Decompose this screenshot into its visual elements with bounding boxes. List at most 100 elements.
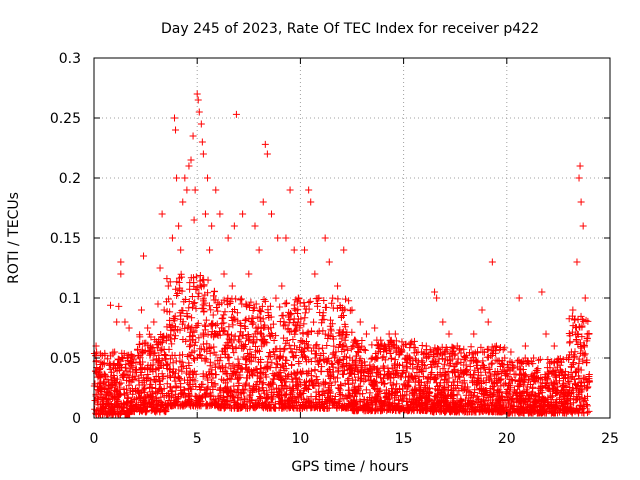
data-point <box>270 404 278 412</box>
data-point <box>453 342 461 350</box>
data-point <box>578 402 586 410</box>
data-point <box>220 327 228 335</box>
data-point <box>130 355 138 363</box>
data-point <box>426 404 434 412</box>
data-point <box>506 392 514 400</box>
data-point <box>283 337 291 345</box>
data-point <box>537 397 545 405</box>
data-point <box>179 198 187 206</box>
data-point <box>533 374 541 382</box>
data-point <box>406 395 414 403</box>
data-point <box>336 391 344 399</box>
data-point <box>519 365 527 373</box>
data-point <box>582 316 590 324</box>
data-point <box>229 393 237 401</box>
data-point <box>140 377 148 385</box>
data-point <box>190 347 198 355</box>
data-point <box>315 390 323 398</box>
data-point <box>312 373 320 381</box>
data-point <box>134 387 142 395</box>
data-point <box>261 364 269 372</box>
data-point <box>174 394 182 402</box>
data-point <box>176 284 184 292</box>
data-point <box>457 384 465 392</box>
data-point <box>230 382 238 390</box>
data-point <box>485 376 493 384</box>
data-point <box>362 386 370 394</box>
data-point <box>246 402 254 410</box>
data-point <box>577 366 585 374</box>
data-point <box>319 349 327 357</box>
data-point <box>449 394 457 402</box>
data-point <box>170 373 178 381</box>
data-point <box>398 369 406 377</box>
data-point <box>170 114 178 122</box>
data-point <box>158 345 166 353</box>
data-point <box>248 397 256 405</box>
data-point <box>252 300 260 308</box>
data-point <box>186 343 194 351</box>
data-point <box>415 397 423 405</box>
data-point <box>171 377 179 385</box>
data-point <box>192 392 200 400</box>
data-point <box>488 347 496 355</box>
data-point <box>336 356 344 364</box>
data-point <box>425 351 433 359</box>
data-point <box>480 348 488 356</box>
data-point <box>155 397 163 405</box>
data-point <box>276 373 284 381</box>
data-point <box>136 333 144 341</box>
data-point <box>398 338 406 346</box>
data-point <box>203 385 211 393</box>
data-point <box>272 332 280 340</box>
data-point <box>121 391 129 399</box>
data-point <box>318 316 326 324</box>
data-point <box>366 389 374 397</box>
data-point <box>267 398 275 406</box>
data-point <box>172 126 180 134</box>
data-point <box>423 379 431 387</box>
data-point <box>571 381 579 389</box>
data-point <box>184 352 192 360</box>
data-point <box>576 339 584 347</box>
data-point <box>239 386 247 394</box>
data-point <box>432 393 440 401</box>
data-point <box>127 362 135 370</box>
data-point <box>432 401 440 409</box>
data-point <box>299 347 307 355</box>
data-point <box>570 399 578 407</box>
data-point <box>344 346 352 354</box>
data-point <box>259 384 267 392</box>
data-point <box>519 381 527 389</box>
data-point <box>189 401 197 409</box>
data-point <box>328 359 336 367</box>
data-point <box>380 375 388 383</box>
data-point <box>125 351 133 359</box>
data-point <box>403 391 411 399</box>
data-point <box>105 361 113 369</box>
data-point <box>137 401 145 409</box>
data-point <box>318 391 326 399</box>
x-tick-label: 10 <box>291 431 309 447</box>
data-point <box>136 394 144 402</box>
data-point <box>431 385 439 393</box>
data-point <box>136 340 144 348</box>
data-point <box>241 382 249 390</box>
data-point <box>354 405 362 413</box>
data-point <box>135 381 143 389</box>
data-point <box>211 329 219 337</box>
data-point <box>506 367 514 375</box>
data-point <box>476 385 484 393</box>
data-point <box>458 397 466 405</box>
data-point <box>186 325 194 333</box>
data-point <box>460 345 468 353</box>
data-point <box>448 391 456 399</box>
data-point <box>304 401 312 409</box>
data-point <box>185 162 193 170</box>
data-point <box>250 367 258 375</box>
data-point <box>178 320 186 328</box>
data-point <box>292 374 300 382</box>
data-point <box>579 222 587 230</box>
data-point <box>204 174 212 182</box>
data-point <box>556 371 564 379</box>
